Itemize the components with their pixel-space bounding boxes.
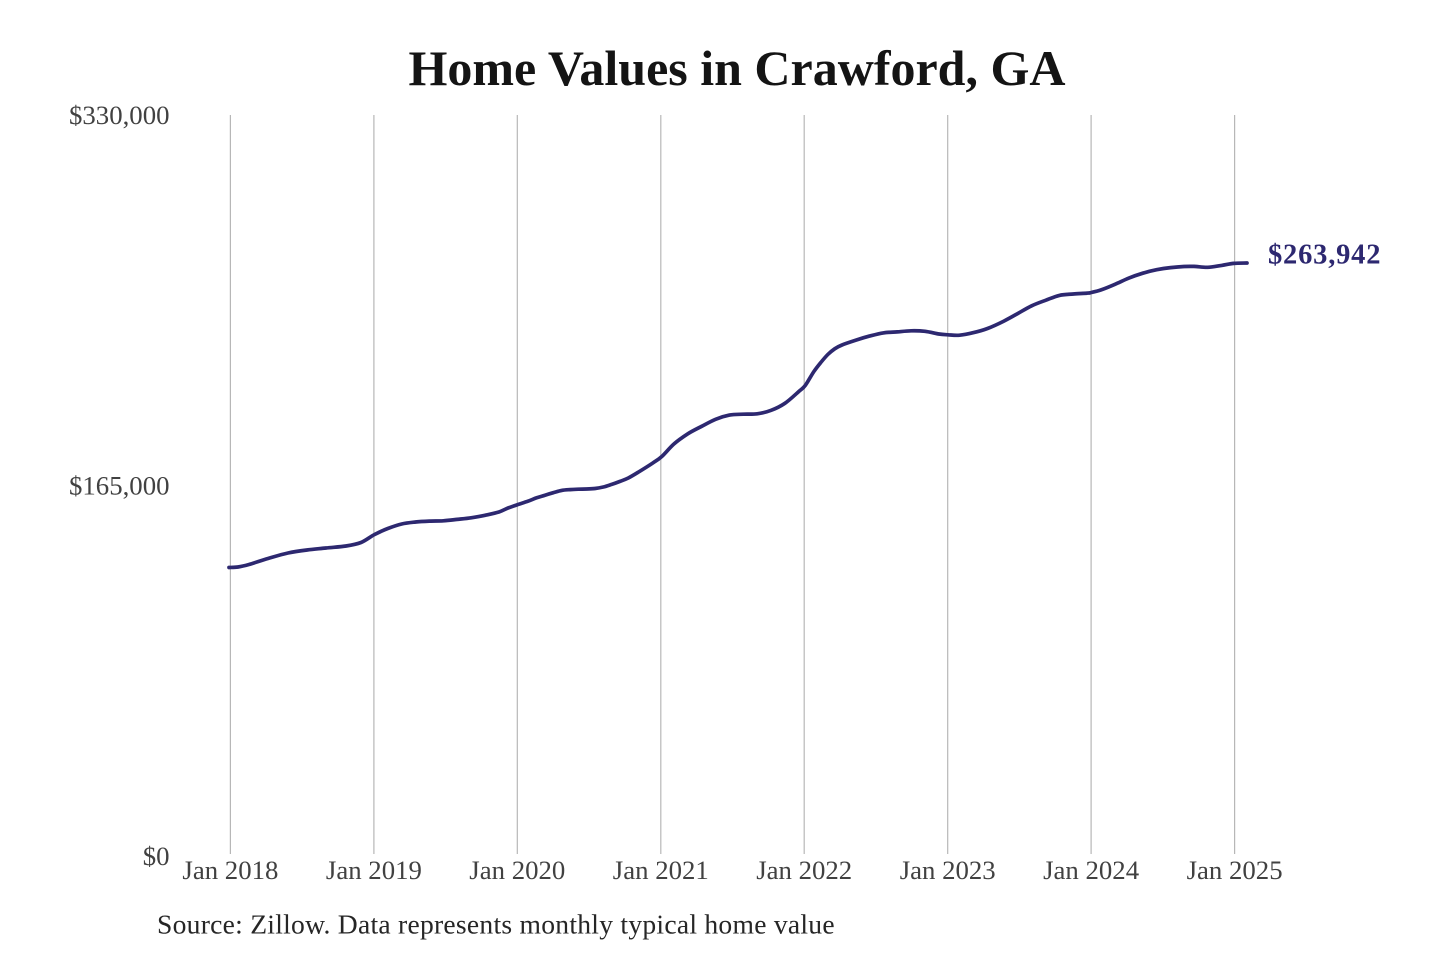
svg-text:$263,942: $263,942: [1268, 239, 1381, 270]
svg-text:Source: Zillow. Data represent: Source: Zillow. Data represents monthly …: [157, 909, 835, 940]
svg-text:Jan 2023: Jan 2023: [900, 855, 996, 885]
svg-text:$330,000: $330,000: [69, 100, 170, 130]
svg-text:Jan 2021: Jan 2021: [613, 855, 709, 885]
svg-text:$165,000: $165,000: [69, 471, 170, 501]
svg-text:Jan 2019: Jan 2019: [326, 855, 422, 885]
svg-text:$0: $0: [143, 841, 170, 871]
svg-text:Home Values in Crawford, GA: Home Values in Crawford, GA: [409, 40, 1066, 96]
svg-text:Jan 2022: Jan 2022: [756, 855, 852, 885]
svg-text:Jan 2024: Jan 2024: [1043, 855, 1139, 885]
svg-text:Jan 2025: Jan 2025: [1187, 855, 1283, 885]
svg-text:Jan 2018: Jan 2018: [182, 855, 278, 885]
svg-text:Jan 2020: Jan 2020: [469, 855, 565, 885]
